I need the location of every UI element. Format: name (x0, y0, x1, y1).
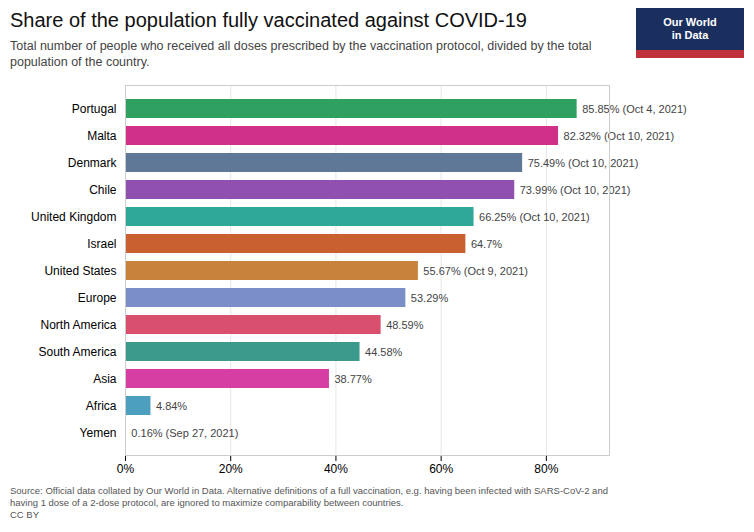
svg-text:South America: South America (38, 344, 116, 358)
svg-text:Denmark: Denmark (68, 155, 118, 169)
svg-text:Asia: Asia (93, 371, 117, 385)
svg-text:Israel: Israel (87, 236, 116, 250)
html-text:Our World in Data: Our World in Data (663, 15, 717, 41)
svg-text:48.59%: 48.59% (386, 318, 424, 330)
svg-text:53.29%: 53.29% (411, 291, 449, 303)
svg-text:80%: 80% (534, 462, 558, 476)
svg-text:40%: 40% (324, 462, 348, 476)
svg-text:0%: 0% (117, 462, 135, 476)
svg-text:82.32% (Oct 10, 2021): 82.32% (Oct 10, 2021) (564, 129, 675, 141)
svg-text:44.58%: 44.58% (365, 345, 403, 357)
svg-text:Portugal: Portugal (72, 101, 117, 115)
svg-text:Chile: Chile (89, 182, 117, 196)
svg-text:38.77%: 38.77% (334, 372, 372, 384)
svg-text:North America: North America (40, 317, 116, 331)
svg-text:0.16% (Sep 27, 2021): 0.16% (Sep 27, 2021) (131, 426, 238, 438)
svg-text:United States: United States (44, 263, 116, 277)
svg-text:20%: 20% (219, 462, 243, 476)
svg-text:75.49% (Oct 10, 2021): 75.49% (Oct 10, 2021) (528, 156, 639, 168)
html-text:Total number of people who rec: Total number of people who received all … (10, 39, 592, 70)
html-text:Source: Official data collated: Source: Official data collated by Our Wo… (10, 484, 608, 521)
svg-text:64.7%: 64.7% (471, 237, 502, 249)
svg-text:85.85% (Oct 4, 2021): 85.85% (Oct 4, 2021) (582, 102, 687, 114)
html-text:Share of the population fully: Share of the population fully vaccinated… (10, 9, 527, 31)
svg-text:60%: 60% (429, 462, 453, 476)
svg-text:Europe: Europe (78, 290, 117, 304)
svg-text:66.25% (Oct 10, 2021): 66.25% (Oct 10, 2021) (479, 210, 590, 222)
svg-text:4.84%: 4.84% (156, 399, 187, 411)
svg-text:Malta: Malta (87, 128, 117, 142)
svg-text:Africa: Africa (86, 398, 117, 412)
svg-text:United Kingdom: United Kingdom (31, 209, 116, 223)
svg-text:Yemen: Yemen (80, 425, 117, 439)
svg-text:55.67% (Oct 9, 2021): 55.67% (Oct 9, 2021) (423, 264, 528, 276)
svg-text:73.99% (Oct 10, 2021): 73.99% (Oct 10, 2021) (520, 183, 631, 195)
